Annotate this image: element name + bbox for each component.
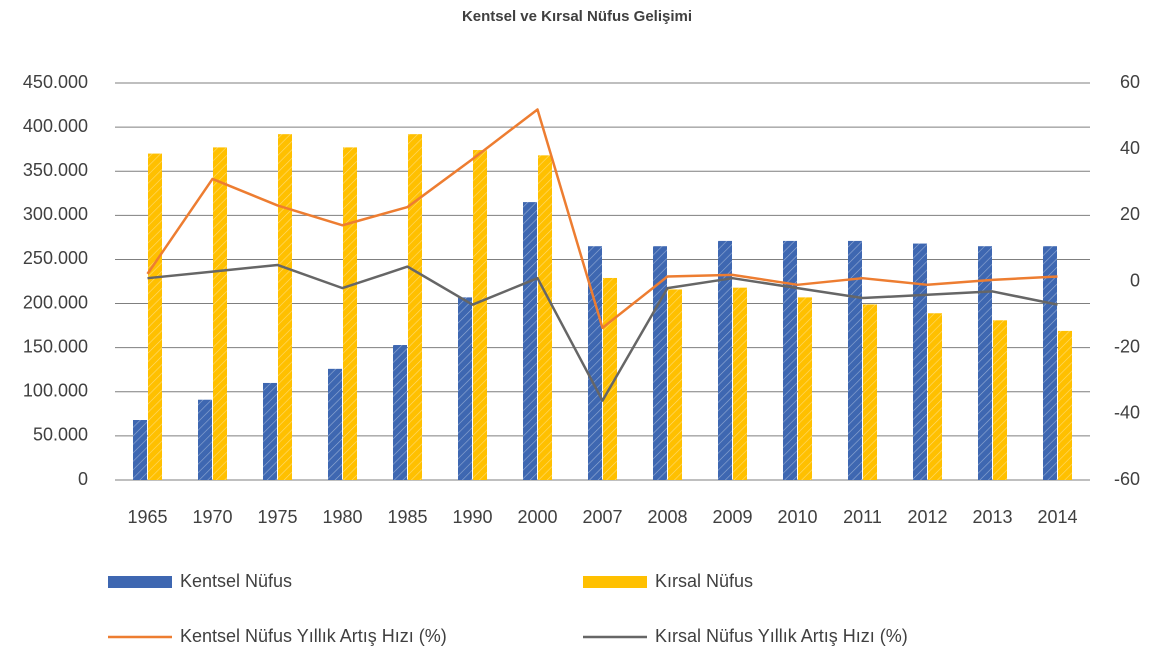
y-tick-label: 300.000: [23, 204, 88, 224]
bar: [1043, 246, 1057, 480]
bar: [198, 399, 212, 480]
bar: [213, 147, 227, 480]
bar: [978, 246, 992, 480]
line-series: [147, 263, 1058, 402]
bar: [133, 420, 147, 480]
x-tick-label: 1980: [322, 507, 362, 527]
y2-tick-label: 60: [1120, 72, 1140, 92]
x-tick-label: 1970: [192, 507, 232, 527]
y2-tick-label: -40: [1114, 403, 1140, 423]
y-tick-label: 450.000: [23, 72, 88, 92]
y2-tick-label: 40: [1120, 138, 1140, 158]
legend-label: Kentsel Nüfus Yıllık Artış Hızı (%): [180, 626, 447, 646]
bar: [263, 382, 277, 480]
y-tick-label: 50.000: [33, 425, 88, 445]
y-tick-label: 100.000: [23, 381, 88, 401]
y2-tick-label: 20: [1120, 204, 1140, 224]
bar: [913, 243, 927, 480]
bar: [458, 297, 472, 480]
bar: [588, 246, 602, 480]
bar: [408, 134, 422, 480]
bar: [343, 147, 357, 480]
legend-swatch: [583, 576, 647, 588]
bar: [848, 240, 862, 480]
y2-tick-label: -60: [1114, 469, 1140, 489]
x-tick-label: 2013: [972, 507, 1012, 527]
y-tick-label: 350.000: [23, 160, 88, 180]
x-tick-label: 1990: [452, 507, 492, 527]
y-tick-label: 150.000: [23, 336, 88, 356]
y2-tick-label: 0: [1130, 270, 1140, 290]
y2-tick-label: -20: [1114, 336, 1140, 356]
legend-label: Kırsal Nüfus: [655, 571, 753, 591]
legend-label: Kentsel Nüfus: [180, 571, 292, 591]
x-tick-label: 2007: [582, 507, 622, 527]
x-tick-label: 2000: [517, 507, 557, 527]
bar: [733, 287, 747, 480]
bar: [798, 297, 812, 480]
bar: [603, 277, 617, 480]
y-tick-label: 250.000: [23, 248, 88, 268]
bar: [863, 304, 877, 480]
x-tick-label: 2011: [843, 507, 882, 527]
bar: [993, 320, 1007, 480]
y-tick-label: 400.000: [23, 116, 88, 136]
bar: [668, 289, 682, 480]
bar: [328, 368, 342, 480]
x-tick-label: 1965: [127, 507, 167, 527]
bar: [393, 345, 407, 480]
x-tick-label: 2008: [647, 507, 687, 527]
bar: [148, 153, 162, 481]
y-tick-label: 200.000: [23, 292, 88, 312]
x-tick-label: 2009: [712, 507, 752, 527]
bar: [473, 150, 487, 480]
legend-swatch: [108, 576, 172, 588]
bar: [278, 134, 292, 480]
line-series: [146, 108, 1058, 330]
x-tick-label: 1985: [387, 507, 427, 527]
bar: [928, 313, 942, 480]
bar: [538, 155, 552, 480]
y-tick-label: 0: [78, 469, 88, 489]
x-tick-label: 2010: [777, 507, 817, 527]
legend-label: Kırsal Nüfus Yıllık Artış Hızı (%): [655, 626, 908, 646]
bar: [1058, 330, 1072, 480]
bar: [783, 240, 797, 480]
x-tick-label: 2014: [1037, 507, 1077, 527]
bar: [523, 202, 537, 480]
bar: [718, 240, 732, 480]
x-tick-label: 1975: [257, 507, 297, 527]
x-tick-label: 2012: [907, 507, 947, 527]
chart-title: Kentsel ve Kırsal Nüfus Gelişimi: [462, 8, 692, 25]
